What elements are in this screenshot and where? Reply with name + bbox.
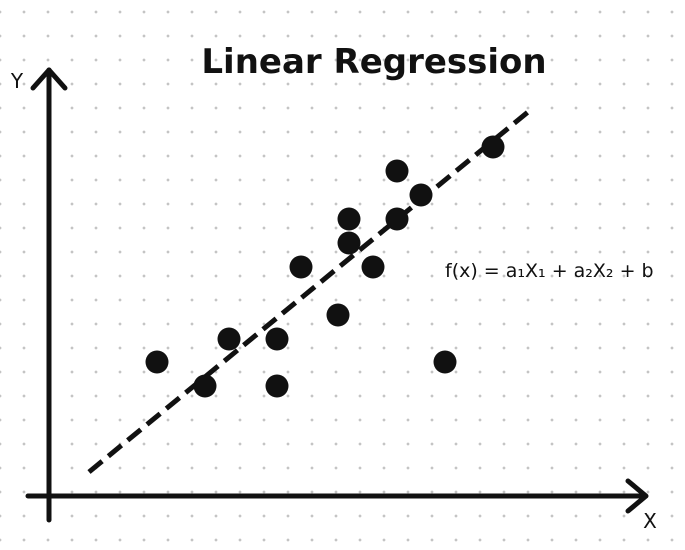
data-point xyxy=(385,207,409,231)
data-point xyxy=(326,303,350,327)
y-axis: Y xyxy=(10,67,68,523)
data-points xyxy=(145,135,505,398)
data-point xyxy=(265,374,289,398)
data-point xyxy=(193,374,217,398)
data-point xyxy=(433,350,457,374)
y-axis-label: Y xyxy=(10,69,24,93)
data-point xyxy=(361,255,385,279)
data-point xyxy=(337,207,361,231)
data-point xyxy=(481,135,505,159)
regression-formula: f(x) = a₁X₁ + a₂X₂ + b xyxy=(445,260,654,282)
x-axis-label: X xyxy=(643,509,657,533)
diagram-title: Linear Regression xyxy=(201,42,546,82)
regression-line xyxy=(87,110,530,474)
x-axis-arrowhead xyxy=(625,478,649,514)
data-point xyxy=(337,231,361,255)
data-point xyxy=(217,327,241,351)
x-axis: X xyxy=(25,478,657,533)
data-point xyxy=(265,327,289,351)
data-point xyxy=(289,255,313,279)
data-point xyxy=(409,183,433,207)
data-point xyxy=(145,350,169,374)
y-axis-arrowhead xyxy=(30,67,68,91)
data-point xyxy=(385,159,409,183)
